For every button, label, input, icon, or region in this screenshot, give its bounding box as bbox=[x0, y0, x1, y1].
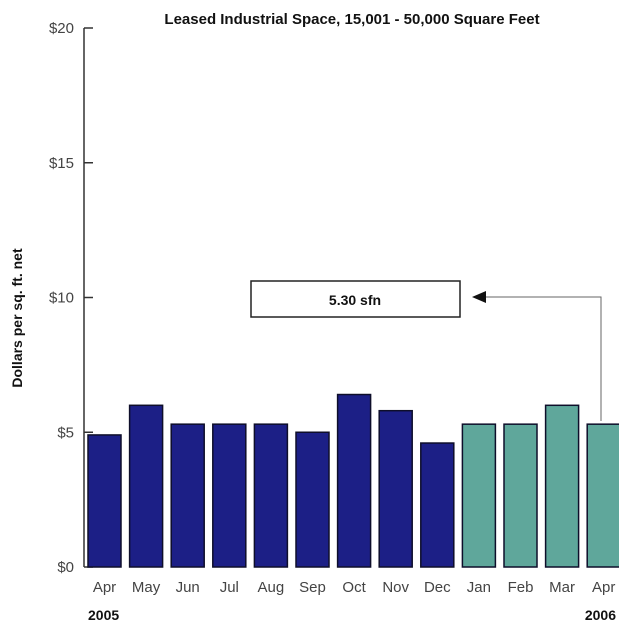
annotation-arrowhead bbox=[472, 291, 486, 303]
annotation-leader-line bbox=[484, 296, 602, 421]
bar bbox=[128, 404, 164, 568]
bar bbox=[253, 423, 289, 568]
chart-title: Leased Industrial Space, 15,001 - 50,000… bbox=[164, 11, 539, 28]
y-tick-label: $0 bbox=[57, 559, 74, 576]
annotation-box bbox=[250, 280, 461, 318]
bar bbox=[544, 404, 580, 568]
x-tick-label: Apr bbox=[592, 579, 615, 596]
bar bbox=[378, 409, 413, 568]
x-tick-label: Apr bbox=[93, 579, 116, 596]
x-tick-label: Oct bbox=[342, 579, 366, 596]
x-tick-label: Aug bbox=[258, 579, 285, 596]
x-tick-label: May bbox=[132, 579, 161, 596]
bar bbox=[503, 423, 538, 568]
annotation-text: 5.30 sfn bbox=[329, 292, 381, 308]
year-label-end: 2006 bbox=[585, 607, 616, 623]
bar bbox=[420, 442, 455, 568]
bar bbox=[586, 423, 619, 568]
bar bbox=[87, 434, 122, 568]
annotation: 5.30 sfn bbox=[250, 280, 602, 421]
x-tick-labels: Apr May Jun Jul Aug Sep Oct Nov Dec Jan Feb Mar Apr bbox=[93, 579, 616, 596]
year-label-start: 2005 bbox=[88, 607, 119, 623]
y-axis-label: Dollars per sq. ft. net bbox=[9, 248, 25, 388]
bar bbox=[295, 431, 330, 568]
x-tick-label: Jan bbox=[467, 579, 491, 596]
y-ticks: $0 $5 $10 $15 $20 bbox=[49, 20, 93, 576]
x-tick-label: Dec bbox=[424, 579, 451, 596]
x-tick-label: Jul bbox=[220, 579, 239, 596]
bar bbox=[212, 423, 247, 568]
bars bbox=[87, 393, 619, 568]
y-tick-label: $15 bbox=[49, 155, 74, 172]
x-tick-label: Nov bbox=[382, 579, 409, 596]
bar bbox=[336, 393, 372, 568]
y-tick-label: $10 bbox=[49, 290, 74, 307]
x-tick-label: Jun bbox=[176, 579, 200, 596]
bar bbox=[170, 423, 205, 568]
y-tick-label: $5 bbox=[57, 424, 74, 441]
y-tick-label: $20 bbox=[49, 20, 74, 37]
x-tick-label: Sep bbox=[299, 579, 326, 596]
bar bbox=[461, 423, 497, 568]
x-tick-label: Feb bbox=[508, 579, 534, 596]
x-tick-label: Mar bbox=[549, 579, 575, 596]
